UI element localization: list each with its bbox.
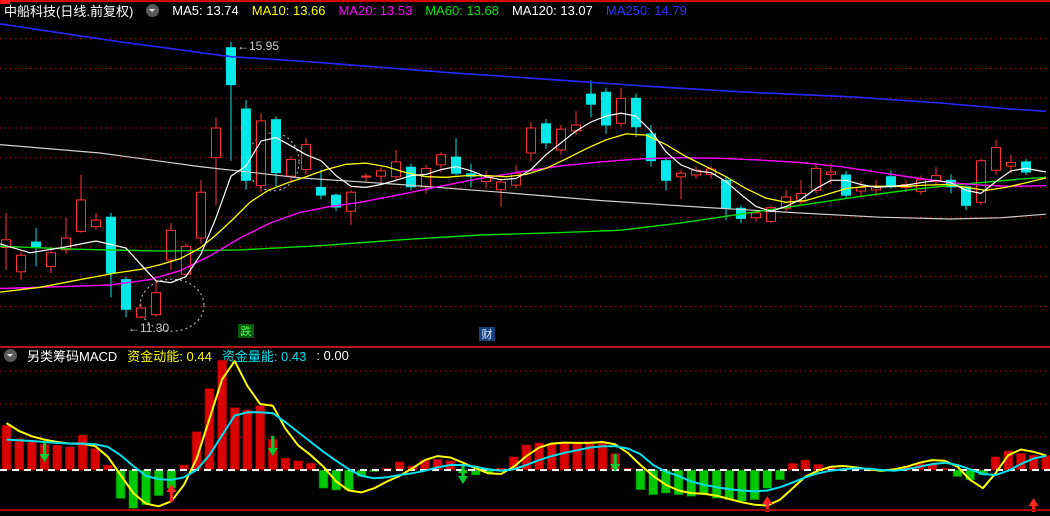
indicator-header: 另类筹码MACD 资金动能: 0.44 资金量能: 0.43 : 0.00 — [4, 348, 349, 364]
main-chart-header: 中船科技(日线.前复权) MA5: 13.74 MA10: 13.66 MA20… — [4, 3, 687, 19]
svg-text:财: 财 — [482, 327, 493, 341]
svg-text:←11.30: ←11.30 — [128, 321, 169, 335]
macd-indicator-chart[interactable] — [0, 356, 1050, 514]
indicator-name: 另类筹码MACD — [27, 349, 118, 364]
ma120-label: MA120: 13.07 — [511, 3, 593, 18]
ma250-label: MA250: 14.79 — [605, 3, 687, 18]
chevron-down-circle-icon[interactable] — [146, 4, 160, 17]
ma10-label: MA10: 13.66 — [251, 3, 326, 18]
indicator-field-extra: : 0.00 — [316, 348, 349, 363]
ma60-label: MA60: 13.68 — [425, 3, 499, 18]
indicator-field-volume-energy: 资金量能: 0.43 — [221, 349, 307, 364]
indicator-field-momentum: 资金动能: 0.44 — [127, 349, 212, 364]
ma5-label: MA5: 13.74 — [172, 3, 239, 18]
chevron-glyph — [149, 9, 156, 15]
window-accent-line — [0, 0, 1050, 4]
candlestick-chart[interactable]: ←15.95 ←11.30 跌 财 — [0, 18, 1050, 347]
panel-separator — [0, 346, 1050, 348]
symbol-title: 中船科技(日线.前复权) — [4, 4, 134, 19]
window-corner-notch — [0, 0, 10, 4]
chevron-down-circle-icon[interactable] — [4, 349, 17, 362]
svg-text:跌: 跌 — [241, 324, 252, 338]
ma20-label: MA20: 13.53 — [338, 3, 413, 18]
chevron-glyph — [7, 354, 13, 360]
indicator-panel: 另类筹码MACD 资金动能: 0.44 资金量能: 0.43 : 0.00 — [0, 346, 1050, 516]
svg-text:←15.95: ←15.95 — [237, 39, 279, 53]
